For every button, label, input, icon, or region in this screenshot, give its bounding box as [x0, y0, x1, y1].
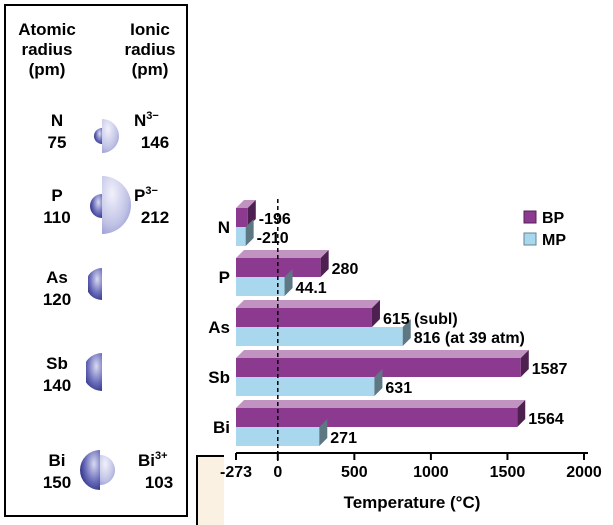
bar-bp-p: [236, 250, 329, 277]
radius-sphere-bi: [80, 450, 115, 490]
legend-label-mp: MP: [542, 232, 566, 249]
x-tick-label--273: -273: [220, 464, 252, 481]
element-symbol-n: N: [50, 111, 64, 130]
element-symbol-p: P: [51, 186, 63, 205]
bar-mp-sb: [236, 369, 383, 396]
element-symbol-bi: Bi: [48, 451, 66, 470]
radius-sphere-p: [90, 176, 131, 234]
melting-boiling-chart: -273 0 500 1000 1500 2000 N P As Sb Bi -196 -210 28…: [208, 199, 602, 512]
legend-swatch-mp: [523, 232, 537, 246]
category-label-p: P: [219, 268, 230, 287]
data-labels: -196 -210 280 44.1 615 (subl) 816 (at 39 atm)…: [257, 211, 568, 447]
ionic-header-line-1: Ionic: [130, 20, 170, 39]
ionic-radius-header: Ionic radius (pm): [114, 20, 186, 80]
data-label-mp-as: 816 (at 39 atm): [414, 330, 525, 347]
x-tick-label-1000: 1000: [413, 464, 449, 481]
atomic-radius-as: 120: [42, 290, 72, 309]
atomic-radius-p: 110: [43, 208, 71, 227]
bar-bp-bi: [236, 400, 526, 427]
data-label-bp-bi: 1564: [528, 411, 564, 428]
category-label-as: As: [208, 318, 230, 337]
ionic-radius-p: 212: [140, 208, 170, 227]
atomic-radius-bi: 150: [42, 473, 72, 492]
legend-swatch-bp: [523, 210, 537, 224]
ionic-header-line-3: (pm): [131, 60, 169, 79]
atomic-radius-n: 75: [47, 133, 67, 152]
atomic-radius-header: Atomic radius (pm): [10, 20, 84, 80]
x-tick-label-2000: 2000: [566, 464, 602, 481]
ionic-header-line-2: radius: [124, 40, 176, 59]
ion-symbol-n: N3−: [134, 110, 159, 130]
atomic-radius-sb: 140: [42, 376, 72, 395]
radius-sphere-n: [94, 119, 119, 153]
category-labels: N P As Sb Bi: [208, 218, 230, 437]
data-label-bp-p: 280: [332, 261, 359, 278]
bars-layer: [236, 200, 529, 446]
ticks-layer: -273 0 500 1000 1500 2000: [220, 453, 602, 481]
data-label-bp-as: 615 (subl): [383, 311, 458, 328]
background-panel: [196, 455, 224, 525]
ionic-radius-n: 146: [140, 133, 170, 152]
x-tick-label-0: 0: [273, 464, 282, 481]
bar-bp-sb: [236, 350, 529, 377]
data-label-mp-bi: 271: [330, 430, 357, 447]
legend: BP MP: [523, 210, 566, 249]
radius-sphere-sb: [86, 353, 102, 391]
ion-symbol-bi: Bi3+: [138, 450, 168, 470]
radius-sphere-as: [88, 268, 102, 300]
bar-mp-bi: [236, 419, 328, 446]
radius-panel: Atomic radius (pm) Ionic radius (pm) N 7…: [4, 4, 188, 517]
ionic-radius-bi: 103: [144, 473, 174, 492]
atomic-header-line-1: Atomic: [18, 20, 76, 39]
data-label-mp-sb: 631: [385, 380, 412, 397]
bar-bp-as: [236, 300, 380, 327]
x-tick-label-1500: 1500: [490, 464, 526, 481]
legend-item-mp: MP: [523, 232, 566, 249]
category-label-sb: Sb: [208, 368, 230, 387]
bar-bp-n: [236, 200, 256, 227]
legend-item-bp: BP: [523, 210, 565, 227]
bar-mp-n: [236, 219, 254, 246]
x-tick-label-500: 500: [341, 464, 368, 481]
data-label-bp-sb: 1587: [532, 361, 568, 378]
bar-mp-p: [236, 269, 293, 296]
category-label-bi: Bi: [213, 418, 230, 437]
ion-symbol-p: P3−: [134, 185, 158, 205]
atomic-header-line-2: radius: [21, 40, 73, 59]
element-symbol-sb: Sb: [46, 354, 68, 373]
element-symbol-as: As: [46, 268, 68, 287]
legend-label-bp: BP: [542, 210, 565, 227]
data-label-mp-p: 44.1: [296, 280, 327, 297]
x-axis-title: Temperature (°C): [344, 493, 481, 512]
atomic-header-line-3: (pm): [28, 60, 66, 79]
data-label-bp-n: -196: [259, 211, 291, 228]
category-label-n: N: [218, 218, 230, 237]
data-label-mp-n: -210: [257, 230, 289, 247]
